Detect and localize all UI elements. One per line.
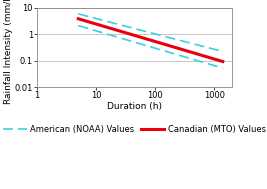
American (NOAA) Values [221,50,224,53]
Canadian (MTO) Values [214,58,217,60]
American (NOAA) Values [83,14,86,17]
Legend: American (NOAA) Values, Canadian (MTO) Values: American (NOAA) Values, Canadian (MTO) V… [0,121,267,137]
Canadian (MTO) Values [104,26,107,28]
Canadian (MTO) Values [209,57,212,59]
Canadian (MTO) Values [83,19,86,22]
X-axis label: Duration (h): Duration (h) [107,101,162,111]
Y-axis label: Rainfall Intensity (mm/h): Rainfall Intensity (mm/h) [4,0,13,104]
American (NOAA) Values [85,15,89,17]
American (NOAA) Values [77,13,80,15]
Line: Canadian (MTO) Values: Canadian (MTO) Values [78,19,223,62]
American (NOAA) Values [104,20,107,22]
American (NOAA) Values [209,47,212,50]
Canadian (MTO) Values [221,60,224,63]
Canadian (MTO) Values [85,20,89,22]
Line: American (NOAA) Values: American (NOAA) Values [78,14,223,52]
American (NOAA) Values [214,49,217,51]
American (NOAA) Values [115,23,118,25]
Canadian (MTO) Values [115,29,118,31]
Canadian (MTO) Values [77,18,80,20]
